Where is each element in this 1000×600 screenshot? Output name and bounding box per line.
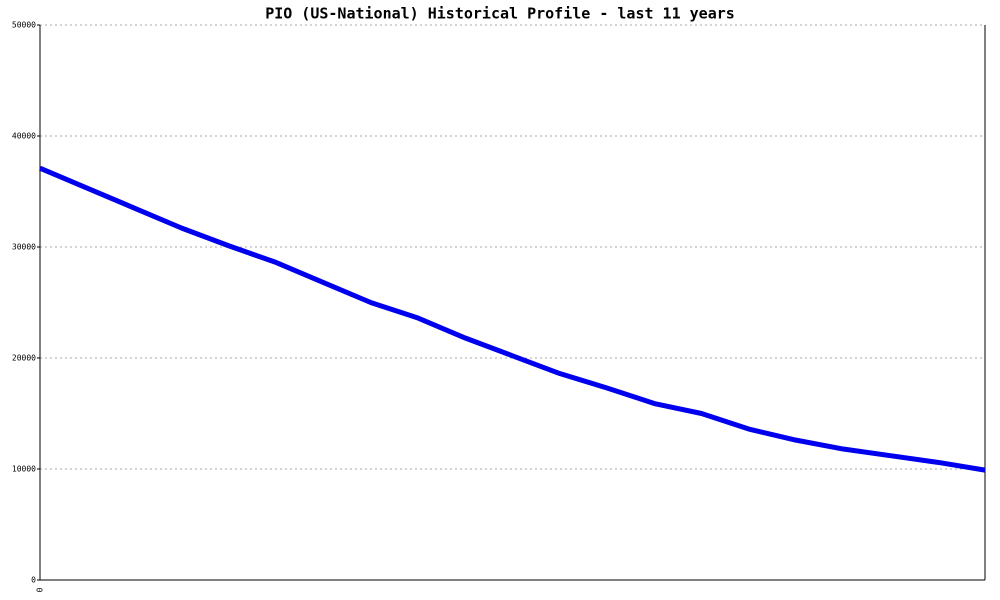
y-tick-label: 10000 xyxy=(12,465,36,474)
y-tick-label: 0 xyxy=(31,576,36,585)
x-tick-label: 0 xyxy=(36,587,45,592)
y-tick-label: 30000 xyxy=(12,243,36,252)
y-tick-label: 20000 xyxy=(12,354,36,363)
chart-title: PIO (US-National) Historical Profile - l… xyxy=(265,5,735,23)
data-line xyxy=(39,165,986,473)
y-tick-label: 40000 xyxy=(12,132,36,141)
y-tick-label: 50000 xyxy=(12,21,36,30)
